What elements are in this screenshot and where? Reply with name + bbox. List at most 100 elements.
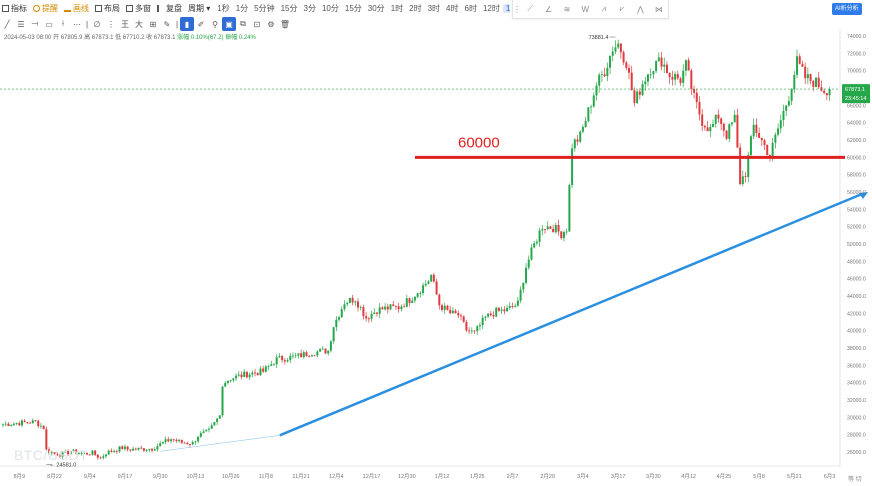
period-7[interactable]: 30分 [367, 4, 385, 13]
w-pattern-icon[interactable]: W [581, 4, 590, 14]
candle-body [500, 309, 503, 311]
edit-icon[interactable]: ✐ [197, 19, 205, 29]
period-11[interactable]: 4时 [446, 4, 459, 13]
horizontal-lines-icon[interactable]: ☰ [17, 19, 25, 29]
candle-body [50, 452, 53, 454]
candle-body [134, 448, 137, 450]
candle-body [338, 317, 341, 320]
attach-icon[interactable]: ⚲ [212, 19, 218, 29]
trash-icon[interactable]: 🗑 [279, 19, 291, 29]
countdown-label: 23:45:14 [845, 96, 866, 102]
candle-body [26, 422, 29, 423]
text-tool-icon[interactable]: 王 [121, 19, 129, 29]
candle-body [587, 107, 590, 122]
draw-button[interactable]: 画线 [62, 0, 93, 17]
period-6[interactable]: 15分 [344, 4, 362, 13]
period-5[interactable]: 10分 [321, 4, 339, 13]
trendline-arrowhead [859, 192, 868, 199]
x-tick-label: 9月30 [153, 473, 168, 480]
period-14[interactable]: 1日 [502, 4, 510, 13]
drawing-toolbar: ╱ ☰ ⟞ ▭ ⟊ ⋯ | ∅ ⋮ 王 大 ⊞ ✎ | ▮ ✐ ⚲ ▣ ⧉ ⊡ … [0, 17, 330, 31]
candle-body [229, 380, 232, 382]
time-axis[interactable]: 8月9 8月22 9月4 9月17 9月30 10月13 10月26 11月8 11月21 12月… [13, 473, 835, 480]
multi-window-button[interactable]: 多窗 [124, 0, 155, 17]
layout-button[interactable]: 布局 [93, 0, 124, 17]
high-marker-label: 73881.4 [589, 35, 609, 41]
triangle-pattern-icon[interactable]: ⩘ [601, 4, 606, 13]
period-8[interactable]: 1时 [390, 4, 404, 13]
candle-body [172, 439, 175, 441]
brush-tool-icon[interactable]: ✎ [163, 19, 171, 29]
candle-body [305, 352, 308, 357]
candle-body [741, 176, 744, 185]
bar-date: 2024-05-03 08:00 [4, 35, 52, 41]
period-4[interactable]: 3分 [303, 4, 316, 13]
axis-corner-label[interactable]: 等 切 [848, 477, 862, 483]
harmonic-tool-icon[interactable]: ⋈ [654, 4, 663, 14]
zigzag-tool-icon[interactable]: ⩗ [619, 4, 625, 13]
candle-body [275, 357, 278, 365]
copy-icon[interactable]: ⧉ [240, 19, 246, 28]
ray-tool-icon[interactable]: ⟞ [31, 19, 39, 28]
candle-body [335, 319, 338, 328]
price-axis[interactable]: 26000.0 28000.0 30000.0 32000.0 34000.0 36000… [842, 34, 870, 456]
candle-body [175, 439, 178, 442]
trend-tool-icon[interactable]: ⟋ [527, 4, 533, 13]
period-dropdown[interactable]: 周期 ▾ [188, 4, 211, 13]
period-2[interactable]: 5分钟 [254, 4, 275, 13]
x-tick-label: 1月25 [470, 473, 485, 480]
more-icon[interactable]: ⋯ [73, 19, 81, 29]
trendline[interactable] [279, 192, 863, 437]
indicator-icon [2, 5, 9, 12]
period-0[interactable]: 1秒 [217, 4, 230, 13]
elliott-tool-icon[interactable]: ⋀ [637, 4, 644, 14]
magnet-icon[interactable]: ▮ [180, 17, 194, 31]
annotations-layer[interactable]: 60000 [0, 88, 868, 452]
candle-body [183, 442, 186, 444]
vertical-line-icon[interactable]: ⟊ [61, 19, 65, 28]
grip-icon[interactable]: ⋮ [513, 4, 521, 14]
settings-icon[interactable]: ⚙ [267, 19, 275, 29]
candle-body [590, 106, 593, 108]
candle-body [573, 139, 576, 149]
candle-body [619, 43, 622, 53]
period-10[interactable]: 3时 [427, 4, 441, 13]
candle-body [15, 423, 18, 424]
period-9[interactable]: 2时 [409, 4, 422, 13]
top-toolbar: 指标 提醒 画线 布局 多窗 复盘 周期 ▾ 1秒 1分 5分钟 15分 3分 10分 15… [0, 0, 510, 17]
period-3[interactable]: 15分 [280, 4, 298, 13]
candle-body [58, 455, 61, 457]
pattern-tool-icon[interactable]: 大 [135, 19, 143, 29]
rectangle-tool-icon[interactable]: ▭ [45, 19, 53, 29]
line-tool-icon[interactable]: ╱ [4, 19, 10, 29]
indicators-button[interactable]: 指标 [0, 0, 31, 17]
candle-body [151, 448, 154, 451]
channel-tool-icon[interactable]: ∅ [93, 19, 101, 29]
candle-body [72, 449, 75, 452]
x-tick-label: 3月4 [577, 473, 589, 480]
lock-icon[interactable]: ▣ [222, 17, 236, 31]
candle-body [554, 225, 557, 233]
period-1[interactable]: 1分 [235, 4, 249, 13]
wave-tool-icon[interactable]: ≋ [563, 4, 571, 14]
fib-tool-icon[interactable]: ⋮ [107, 19, 115, 29]
ai-analysis-button[interactable]: AI析分析 [832, 3, 862, 15]
candle-body [454, 310, 457, 314]
replay-button[interactable]: 复盘 [155, 0, 186, 17]
angle-tool-icon[interactable]: ∠ [544, 4, 553, 14]
candle-body [747, 154, 750, 178]
period-13[interactable]: 12时 [482, 4, 500, 13]
candle-body [113, 451, 116, 452]
candle-body [481, 317, 484, 326]
x-tick-label: 11月8 [259, 473, 273, 480]
measure-tool-icon[interactable]: ⊞ [149, 19, 157, 29]
candle-body [560, 231, 563, 239]
candle-body [354, 301, 357, 303]
y-tick-label: 34000.0 [847, 381, 866, 387]
period-12[interactable]: 6时 [464, 4, 477, 13]
alert-button[interactable]: 提醒 [31, 0, 62, 17]
hide-icon[interactable]: ⊡ [253, 19, 261, 29]
candle-body [194, 441, 197, 443]
candle-body [370, 313, 373, 319]
